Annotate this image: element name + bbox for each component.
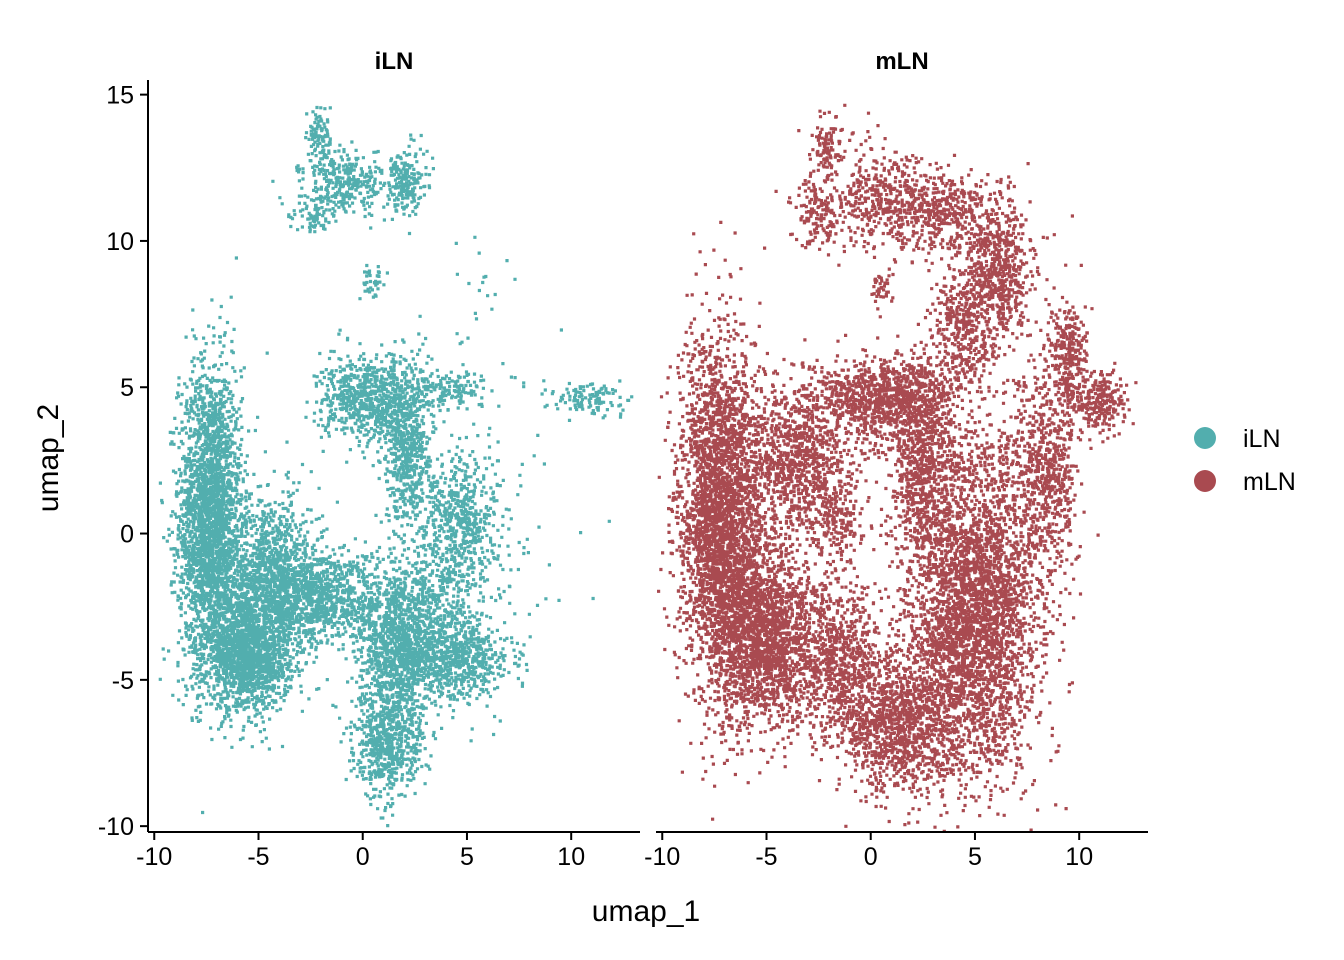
- x-tick-label: -10: [136, 843, 172, 871]
- panel-title-mln: mLN: [875, 48, 928, 75]
- x-tick-label: -10: [644, 843, 680, 871]
- point-cluster-17: [870, 255, 895, 319]
- panel-mln: mLN -10 -5 0 5 10: [644, 48, 1148, 871]
- point-cluster-17: [522, 379, 634, 422]
- y-tick-label: -10: [98, 813, 134, 841]
- point-cluster-14: [854, 153, 1049, 277]
- point-cluster-14: [280, 188, 345, 234]
- point-cluster-19: [441, 235, 517, 494]
- point-cluster-15: [797, 103, 847, 184]
- x-tick-label: -5: [247, 843, 269, 871]
- point-cluster-8: [402, 414, 521, 629]
- point-cluster-18: [431, 328, 611, 662]
- point-cluster-11: [271, 140, 411, 230]
- point-cluster-9: [919, 236, 1019, 432]
- point-cluster-4: [867, 261, 976, 600]
- point-cluster-9: [380, 597, 532, 743]
- x-axis-title: umap_1: [592, 895, 700, 928]
- x-tick-label: 10: [1065, 843, 1093, 871]
- y-tick-label: -5: [112, 667, 134, 695]
- point-cluster-4: [304, 328, 445, 464]
- point-cluster-18: [808, 451, 870, 573]
- axes-iln: -10 -5 0 5 10 -10 -5 0 5 10 15: [98, 80, 640, 871]
- point-cluster-12: [301, 105, 337, 181]
- legend-label-iln: iLN: [1243, 425, 1281, 453]
- point-cluster-7: [776, 526, 912, 790]
- point-cluster-5: [843, 328, 1100, 833]
- y-axis-title: umap_2: [32, 404, 65, 512]
- axes-mln: -10 -5 0 5 10: [644, 831, 1148, 871]
- legend-key-mln: [1194, 470, 1216, 492]
- y-tick-label: 5: [120, 374, 134, 402]
- x-tick-label: 10: [557, 843, 585, 871]
- point-cluster-11: [1058, 361, 1138, 444]
- x-tick-label: 0: [864, 843, 878, 871]
- point-cluster-8: [933, 162, 1074, 361]
- x-tick-label: 5: [460, 843, 474, 871]
- points-iln: [158, 105, 634, 828]
- point-cluster-16: [774, 171, 856, 251]
- point-cluster-15: [358, 263, 389, 301]
- point-cluster-19: [987, 310, 1106, 553]
- panel-iln: iLN -10 -5 0 5 10 -10 -5 0 5 10 15: [98, 48, 640, 871]
- point-cluster-3: [226, 507, 406, 680]
- point-cluster-1: [689, 494, 874, 775]
- x-tick-label: 5: [968, 843, 982, 871]
- legend-key-iln: [1194, 427, 1216, 449]
- point-cluster-16: [389, 368, 494, 412]
- point-cluster-6: [771, 599, 1001, 829]
- y-tick-label: 0: [120, 521, 134, 549]
- legend-label-mln: mLN: [1243, 468, 1296, 496]
- x-tick-label: 0: [356, 843, 370, 871]
- y-tick-label: 10: [106, 228, 134, 256]
- points-mln: [657, 103, 1138, 833]
- point-cluster-7: [339, 656, 438, 828]
- legend: iLN mLN: [1194, 425, 1296, 496]
- point-cluster-2: [712, 333, 877, 592]
- panel-title-iln: iLN: [375, 48, 414, 75]
- x-tick-label: -5: [755, 843, 777, 871]
- point-cluster-10: [349, 485, 520, 681]
- y-tick-label: 15: [106, 82, 134, 110]
- point-cluster-13: [373, 133, 435, 236]
